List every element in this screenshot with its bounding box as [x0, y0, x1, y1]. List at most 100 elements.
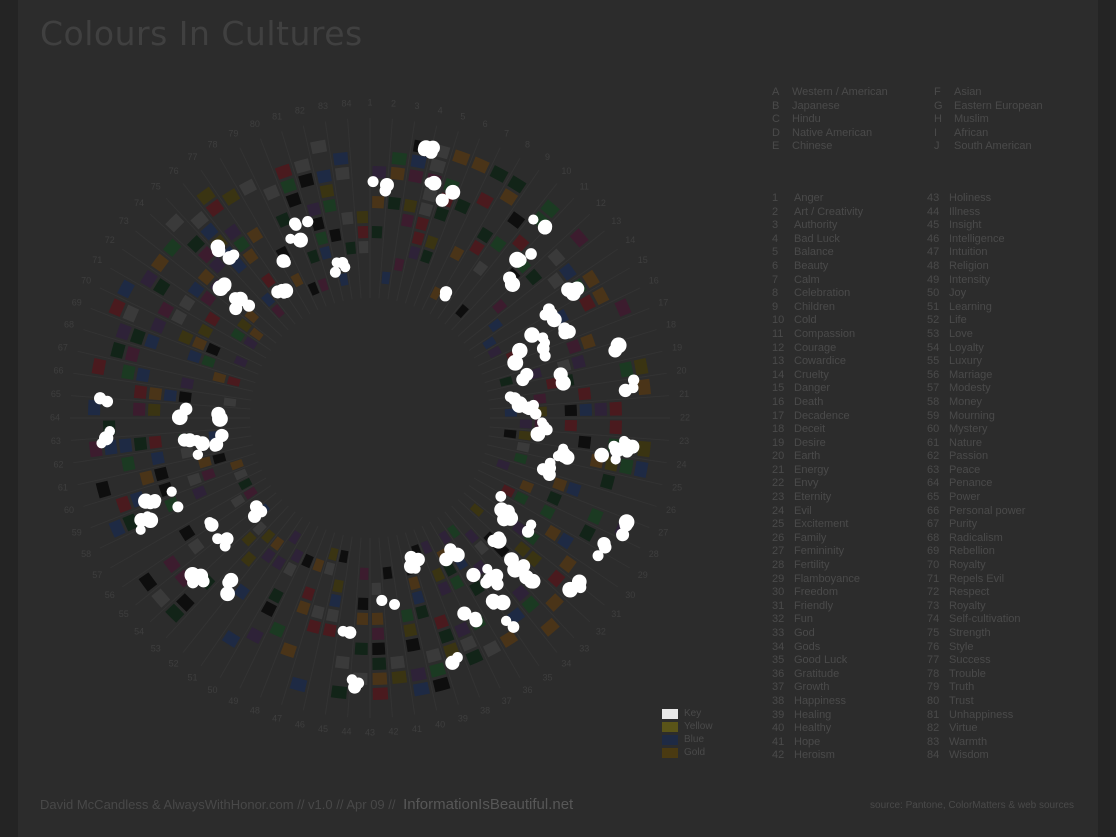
topic-key-item: 42 Heroism	[772, 749, 932, 763]
topic-label: Loyalty	[949, 341, 984, 354]
wheel-segment	[499, 630, 519, 648]
wheel-segment	[577, 387, 592, 401]
wheel-segment	[191, 336, 208, 351]
wheel-segment	[196, 186, 216, 206]
wheel-segment	[334, 166, 350, 181]
topic-label: Envy	[794, 477, 819, 490]
wheel-segment	[201, 354, 216, 368]
topic-key-item: 41 Hope	[772, 736, 932, 750]
topic-number: 37	[772, 681, 785, 694]
wheel-marker	[229, 302, 243, 316]
wheel-marker	[376, 594, 388, 606]
wheel-segment	[280, 642, 297, 659]
wheel-segment	[317, 277, 329, 292]
wheel-topic-number: 8	[525, 140, 530, 150]
topic-label: Passion	[949, 450, 989, 463]
topic-number: 21	[772, 463, 785, 476]
topic-key-item: 82 Virtue	[927, 722, 1087, 736]
wheel-segment	[180, 377, 195, 390]
topic-key-item: 8 Celebration	[772, 287, 932, 301]
wheel-topic-number: 72	[105, 235, 115, 245]
culture-letter: G	[934, 99, 943, 112]
topic-number: 29	[772, 572, 785, 585]
wheel-topic-number: 21	[679, 389, 689, 399]
topic-key-item: 28 Fertility	[772, 559, 932, 573]
wheel-segment	[150, 451, 165, 466]
topic-number: 2	[772, 205, 779, 218]
wheel-spoke	[219, 521, 311, 679]
wheel-marker	[220, 586, 235, 602]
wheel-segment	[204, 311, 221, 327]
topic-key-item: 75 Strength	[927, 627, 1087, 641]
wheel-marker	[99, 431, 114, 446]
wheel-marker	[389, 598, 400, 610]
topic-key-item: 40 Healthy	[772, 722, 932, 736]
wheel-segment	[496, 459, 511, 471]
topic-key-item: 13 Cowardice	[772, 355, 932, 369]
wheel-topic-number: 57	[92, 570, 102, 580]
topic-key-item: 35 Good Luck	[772, 654, 932, 668]
wheel-segment	[312, 558, 325, 573]
wheel-topic-number: 39	[458, 713, 468, 723]
culture-key-item: D Native American	[772, 127, 942, 141]
topic-number: 44	[927, 205, 940, 218]
wheel-topic-number: 76	[169, 166, 179, 176]
topic-label: Religion	[949, 259, 989, 272]
wheel-topic-number: 59	[72, 527, 82, 537]
wheel-segment	[197, 456, 212, 469]
topic-label: Growth	[794, 681, 830, 694]
topic-label: Holiness	[949, 192, 992, 204]
wheel-marker	[135, 524, 146, 535]
topic-number: 4	[772, 232, 779, 245]
wheel-segment	[163, 555, 181, 574]
wheel-segment	[110, 341, 126, 359]
wheel-segment	[546, 491, 562, 506]
topic-key-item: 33 God	[772, 627, 932, 641]
wheel-segment	[332, 151, 349, 166]
colour-wheel: 1 2 3 4567891011121314151617181920212223242…	[50, 97, 690, 737]
wheel-segment	[372, 642, 386, 655]
topic-number: 78	[927, 667, 940, 680]
wheel-topic-number: 77	[188, 152, 198, 162]
topic-label: Joy	[949, 287, 967, 300]
topic-number: 18	[772, 423, 785, 436]
topic-label: Beauty	[794, 259, 829, 272]
wheel-segment	[637, 440, 651, 458]
wheel-segment	[322, 198, 337, 213]
wheel-segment	[544, 524, 562, 542]
wheel-topic-number: 68	[64, 320, 74, 330]
wheel-marker	[439, 552, 454, 567]
wheel-segment	[540, 199, 560, 219]
topic-number: 53	[927, 327, 940, 340]
wheel-marker	[482, 563, 493, 575]
culture-letter: D	[772, 126, 780, 139]
topic-key-item: 51 Learning	[927, 301, 1087, 315]
topic-key-item: 56 Marriage	[927, 369, 1087, 383]
wheel-segment	[405, 637, 421, 652]
wheel-segment	[187, 538, 205, 555]
wheel-topic-number: 43	[365, 727, 375, 737]
topic-key-item: 43 Holiness	[927, 192, 1087, 206]
brand-link[interactable]: InformationIsBeautiful.net	[403, 796, 574, 813]
wheel-marker	[278, 283, 294, 299]
wheel-segment	[205, 342, 221, 357]
wheel-segment	[197, 268, 215, 286]
topic-label: Power	[949, 491, 981, 504]
wheel-marker	[555, 375, 571, 391]
wheel-segment	[288, 530, 302, 545]
topic-label: Success	[949, 654, 991, 667]
wheel-segment	[108, 519, 126, 538]
wheel-spoke	[421, 147, 501, 311]
wheel-marker	[228, 249, 240, 261]
topic-label: Intuition	[949, 246, 988, 259]
wheel-segment	[117, 279, 135, 299]
wheel-segment	[144, 333, 160, 350]
wheel-segment	[310, 216, 325, 232]
topic-number: 16	[772, 395, 785, 408]
wheel-segment	[268, 587, 284, 604]
wheel-marker	[541, 424, 553, 436]
wheel-topic-number: 12	[596, 198, 606, 208]
wheel-segment	[438, 530, 452, 545]
topic-number: 68	[927, 531, 940, 544]
topic-number: 24	[772, 504, 785, 517]
